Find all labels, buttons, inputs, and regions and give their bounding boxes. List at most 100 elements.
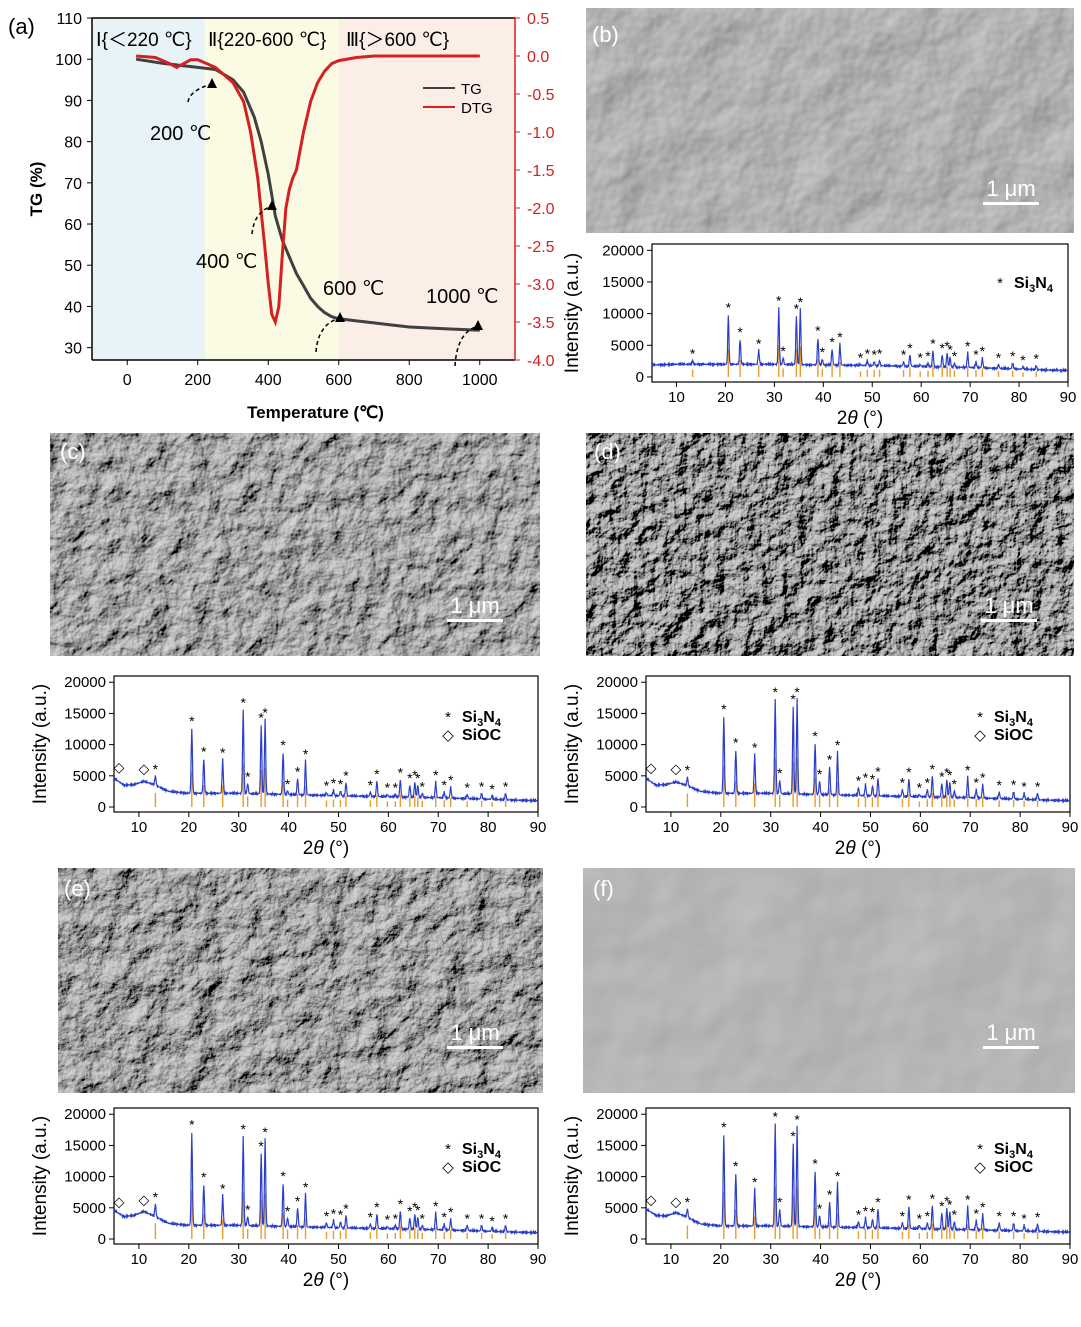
- y2-tick-label: -2.0: [527, 201, 555, 218]
- peak-marker-asterisk: *: [295, 1193, 301, 1209]
- xrd-chart-c: *** ********** * ***** ** * ***** * * * * *◇ ◇10 20 30…: [30, 674, 546, 859]
- peak-marker-asterisk: *: [324, 1208, 330, 1224]
- xrd-pattern-line: [645, 1123, 1071, 1236]
- legend-label: Si3N4: [462, 1141, 502, 1161]
- x-axis-label: Temperature (℃): [247, 403, 384, 422]
- x-tick-label: 50: [330, 1251, 347, 1268]
- peak-marker-asterisk: *: [752, 740, 758, 756]
- region-band: [92, 18, 205, 360]
- peak-marker-asterisk: *: [258, 1138, 264, 1154]
- peak-marker-asterisk: *: [1033, 351, 1039, 367]
- peak-marker-diamond: ◇: [671, 1194, 682, 1210]
- peak-marker-asterisk: *: [820, 344, 826, 360]
- peak-marker-asterisk: *: [433, 767, 439, 783]
- peak-marker-diamond: ◇: [139, 760, 150, 776]
- y-tick-label: 0: [636, 369, 644, 386]
- peak-marker-asterisk: *: [863, 770, 869, 786]
- peak-marker-asterisk: *: [1021, 1210, 1027, 1226]
- y-tick-label: 0: [630, 1231, 638, 1248]
- peak-marker-asterisk: *: [343, 1200, 349, 1216]
- peak-marker-asterisk: *: [262, 705, 268, 721]
- peak-marker-asterisk: *: [900, 775, 906, 791]
- x-tick-label: 60: [913, 389, 930, 406]
- x-tick-label: 60: [912, 819, 929, 836]
- peak-marker-asterisk: *: [303, 1179, 309, 1195]
- peak-marker-asterisk: *: [393, 1210, 399, 1226]
- peak-marker-asterisk: *: [965, 1192, 971, 1208]
- peak-marker-asterisk: *: [930, 1190, 936, 1206]
- peak-marker-asterisk: *: [448, 1204, 454, 1220]
- legend-marker: *: [445, 709, 451, 726]
- y-tick-label: 10000: [596, 1169, 638, 1186]
- peak-marker-asterisk: *: [280, 1168, 286, 1184]
- peak-marker-asterisk: *: [1010, 348, 1016, 364]
- peak-marker-asterisk: *: [772, 1109, 778, 1125]
- peak-marker-asterisk: *: [980, 1199, 986, 1215]
- x-tick-label: 70: [430, 1251, 447, 1268]
- xrd-chart-d: *** ********** * * **** ** * ***** * * * * *◇ ◇10 20 30…: [562, 674, 1078, 859]
- temperature-annotation: 1000 ℃: [426, 286, 499, 308]
- y-axis-label: Intensity (a.u.): [562, 1116, 583, 1236]
- peak-marker-asterisk: *: [856, 1207, 862, 1223]
- y-tick-label: 10000: [64, 1169, 106, 1186]
- peak-marker-asterisk: *: [441, 1209, 447, 1225]
- temperature-annotation: 600 ℃: [323, 278, 384, 300]
- peak-marker-asterisk: *: [220, 1180, 226, 1196]
- peak-marker-asterisk: *: [201, 1169, 207, 1185]
- x-tick-label: 90: [1060, 389, 1077, 406]
- peak-marker-asterisk: *: [996, 777, 1002, 793]
- peak-marker-asterisk: *: [798, 294, 804, 310]
- sem-micrograph-c: [50, 433, 540, 656]
- peak-marker-asterisk: *: [907, 340, 913, 356]
- plot-frame: [651, 243, 1069, 383]
- scale-bar-f: 1 μm: [976, 1020, 1046, 1049]
- peak-marker-asterisk: *: [448, 772, 454, 788]
- y-tick-label: 15000: [596, 705, 638, 722]
- y-tick-label: 70: [64, 176, 82, 193]
- peak-marker-asterisk: *: [965, 762, 971, 778]
- y-tick-label: 100: [55, 52, 82, 69]
- peak-marker-asterisk: *: [930, 335, 936, 351]
- legend-marker: *: [997, 275, 1003, 292]
- peak-marker-asterisk: *: [817, 766, 823, 782]
- peak-marker-asterisk: *: [258, 710, 264, 726]
- xrd-chart-b: *********** ** * * * * ** ** * ***** * * * * *10 20 30 40…: [562, 242, 1077, 429]
- peak-marker-asterisk: *: [870, 771, 876, 787]
- y-tick-label: 15000: [596, 1137, 638, 1154]
- x-tick-label: 20: [712, 819, 729, 836]
- peak-marker-asterisk: *: [733, 1158, 739, 1174]
- peak-marker-asterisk: *: [280, 737, 286, 753]
- peak-marker-asterisk: *: [925, 1208, 931, 1224]
- sem-image-d: (d) 1 μm: [586, 433, 1074, 656]
- peak-marker-asterisk: *: [733, 735, 739, 751]
- panel-label-e: (e): [64, 876, 91, 901]
- scale-bar-label: 1 μm: [986, 176, 1036, 201]
- x-tick-label: 20: [712, 1251, 729, 1268]
- peak-marker-asterisk: *: [835, 1168, 841, 1184]
- y-tick-label: 20000: [596, 674, 638, 691]
- legend-marker: *: [977, 709, 983, 726]
- scale-bar-line: [447, 619, 503, 622]
- peak-marker-asterisk: *: [479, 1210, 485, 1226]
- annotation-arrow: [251, 205, 273, 235]
- peak-marker-asterisk: *: [777, 765, 783, 781]
- peak-marker-asterisk: *: [503, 778, 509, 794]
- peak-marker-asterisk: *: [489, 1213, 495, 1229]
- panel-label-c: (c): [60, 439, 86, 464]
- peak-marker-asterisk: *: [837, 329, 843, 345]
- panel-label-f: (f): [593, 876, 614, 901]
- y-axis-label: Intensity (a.u.): [30, 1116, 51, 1236]
- y-tick-label: 110: [56, 11, 82, 28]
- plot-frame: [113, 675, 539, 813]
- peak-marker-asterisk: *: [939, 1198, 945, 1214]
- peak-marker-asterisk: *: [863, 1203, 869, 1219]
- peak-marker-asterisk: *: [901, 347, 907, 363]
- peak-marker-diamond: ◇: [139, 1192, 150, 1208]
- y-axis-label: TG (%): [27, 162, 46, 217]
- sem-image-e: (e) 1 μm: [58, 868, 543, 1093]
- y-axis-label: Intensity (a.u.): [30, 684, 51, 804]
- peak-marker-asterisk: *: [240, 1121, 246, 1137]
- peak-marker-asterisk: *: [338, 776, 344, 792]
- peak-marker-asterisk: *: [906, 1192, 912, 1208]
- tg-dtg-chart: Ⅰ{＜220 ℃} Ⅱ{220-600 ℃} Ⅲ{＞600 ℃}0 200 400 600…: [8, 11, 560, 422]
